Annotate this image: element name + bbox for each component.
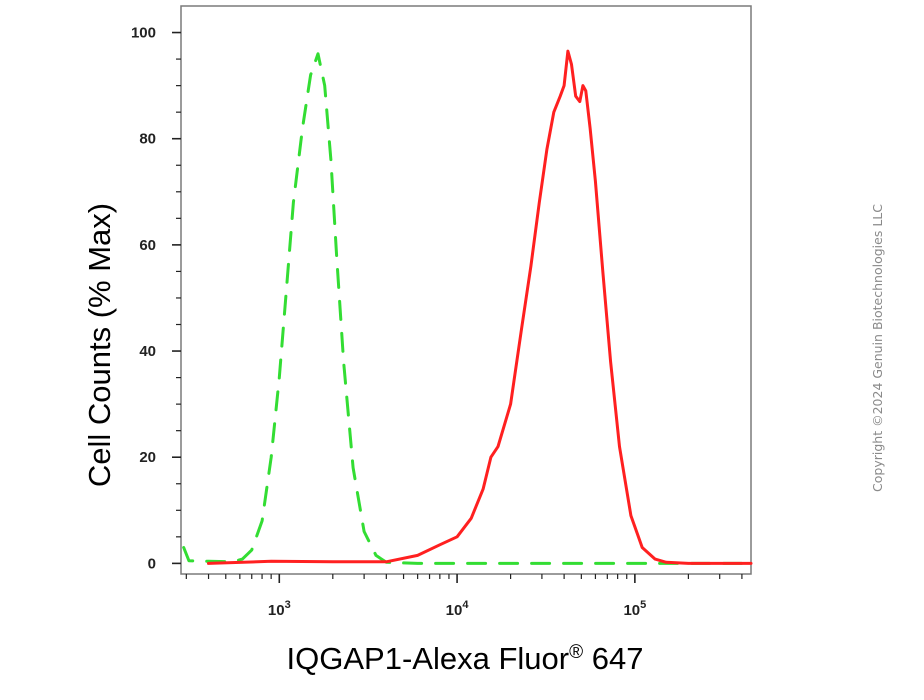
x-tick-label: 104 [446, 599, 470, 619]
x-tick-label: 103 [268, 599, 291, 619]
x-tick-label-base: 10 [446, 602, 463, 619]
x-axis-title: IQGAP1-Alexa Fluor® 647 [287, 641, 644, 676]
copyright-watermark: Copyright ©2024 Genuin Biotechnologies L… [870, 204, 885, 492]
x-axis-title-suffix: 647 [583, 641, 643, 676]
y-tick-label: 0 [148, 555, 156, 572]
x-tick-label-exponent: 3 [285, 599, 291, 611]
x-tick-label-base: 10 [623, 602, 640, 619]
series-layer [182, 49, 753, 565]
sample-histogram-line [207, 49, 753, 565]
x-tick-labels: 103 104 105 [268, 599, 646, 619]
y-tick-label: 100 [131, 25, 156, 42]
y-axis-title: Cell Counts (% Max) [82, 203, 117, 487]
axis-ticks [172, 31, 743, 583]
x-axis-title-registered-mark: ® [569, 642, 583, 663]
y-tick-labels: 0 20 40 60 80 100 [131, 25, 156, 573]
x-tick-label-exponent: 5 [640, 599, 646, 611]
y-tick-label: 80 [139, 131, 156, 148]
x-tick-label-exponent: 4 [462, 599, 469, 611]
x-tick-label: 105 [623, 599, 646, 619]
y-tick-label: 40 [139, 343, 156, 360]
x-tick-label-base: 10 [268, 602, 285, 619]
plot-frame [180, 5, 752, 575]
y-tick-label: 20 [139, 449, 156, 466]
y-tick-label: 60 [139, 237, 156, 254]
x-axis-title-main: IQGAP1-Alexa Fluor [287, 641, 570, 676]
